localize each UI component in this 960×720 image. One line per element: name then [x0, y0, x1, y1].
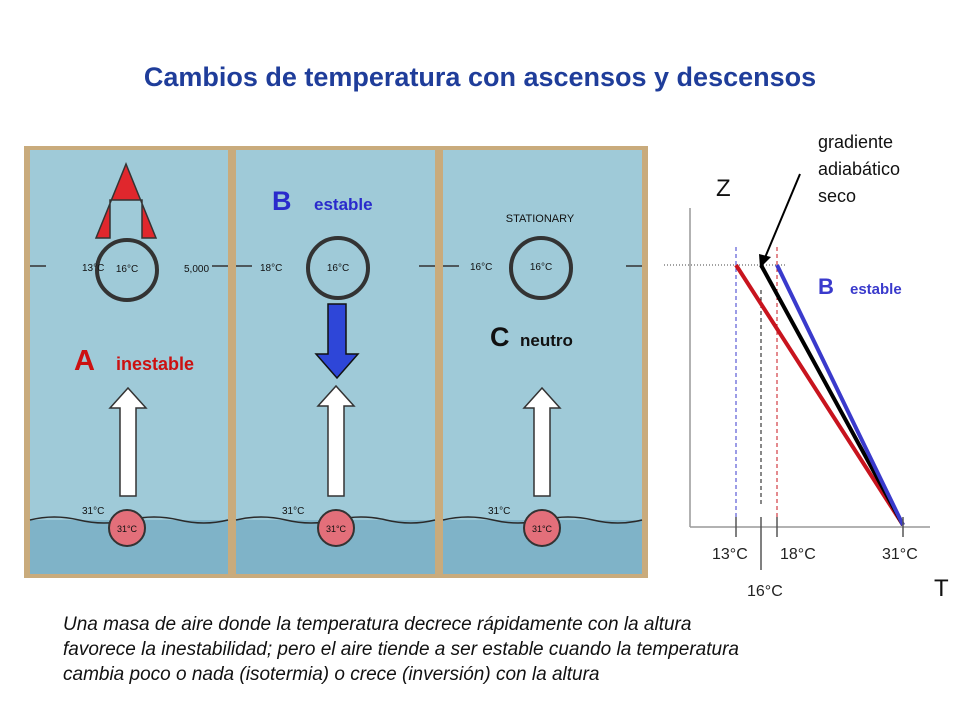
- panel-a-letter: A: [74, 345, 95, 377]
- adiabatic-line: [759, 264, 905, 526]
- panel-c-temp-center: 16°C: [530, 262, 552, 273]
- graph-b-word: estable: [850, 281, 902, 298]
- tick-label-16c: 16°C: [747, 583, 783, 600]
- z-axis-label: Z: [716, 175, 731, 202]
- t-axis-label: T: [934, 575, 949, 600]
- panel-c: STATIONARY 16°C 16°C 31°C 31°C C neutro: [442, 150, 643, 574]
- estable-line: [775, 264, 905, 526]
- panel-a-temp-surface-circle: 31°C: [117, 524, 138, 534]
- annotation-line-3: seco: [818, 186, 856, 206]
- panel-a-temp-surface-label: 31°C: [82, 506, 104, 517]
- panel-b-temp-top: 18°C: [260, 263, 282, 274]
- temperature-altitude-graph: Z T 13°C 18°C 31°C 16°C gradiente adiabá…: [664, 132, 949, 600]
- panel-b-temp-surface-circle: 31°C: [326, 524, 347, 534]
- caption-line-3: cambia poco o nada (isotermia) o crece (…: [63, 664, 600, 685]
- up-arrow-icon: [94, 162, 158, 239]
- down-arrow-icon: [314, 303, 360, 380]
- panel-c-stationary: STATIONARY: [506, 213, 575, 225]
- illustration-panels: 13°C 16°C 5,000 31°C 31°C A inestable 18…: [24, 146, 648, 578]
- page-title: Cambios de temperatura con ascensos y de…: [143, 62, 817, 92]
- tick-label-18c: 18°C: [780, 546, 816, 563]
- annotation-line-2: adiabático: [818, 159, 900, 179]
- annotation-arrowhead-icon: [759, 254, 771, 268]
- tick-label-13c: 13°C: [712, 546, 748, 563]
- caption-line-1: Una masa de aire donde la temperatura de…: [63, 614, 692, 635]
- panel-c-temp-top: 16°C: [470, 262, 492, 273]
- panel-c-temp-surface-label: 31°C: [488, 506, 510, 517]
- graph-b-letter: B: [818, 274, 834, 299]
- panel-b-temp-surface-label: 31°C: [282, 506, 304, 517]
- panel-a-altitude: 5,000: [184, 264, 209, 275]
- caption: Una masa de aire donde la temperatura de…: [63, 612, 943, 687]
- panel-a: 13°C 16°C 5,000 31°C 31°C A inestable: [29, 150, 229, 574]
- panel-b-letter: B: [272, 186, 292, 216]
- annotation-pointer: [763, 173, 801, 261]
- panel-a-word: inestable: [116, 354, 194, 374]
- panel-b: 18°C 16°C 31°C 31°C B estable: [235, 150, 436, 574]
- panel-a-temp-top: 13°C: [82, 263, 104, 274]
- panel-c-temp-surface-circle: 31°C: [532, 524, 553, 534]
- panel-b-temp-center: 16°C: [327, 263, 349, 274]
- panel-c-letter: C: [490, 322, 510, 352]
- caption-line-2: favorece la inestabilidad; pero el aire …: [63, 639, 739, 660]
- inestable-line: [734, 263, 905, 527]
- panel-b-word: estable: [314, 195, 373, 214]
- panel-a-temp-center: 16°C: [116, 264, 138, 275]
- annotation-line-1: gradiente: [818, 132, 893, 152]
- tick-label-31c: 31°C: [882, 546, 918, 563]
- panel-c-word: neutro: [520, 331, 573, 350]
